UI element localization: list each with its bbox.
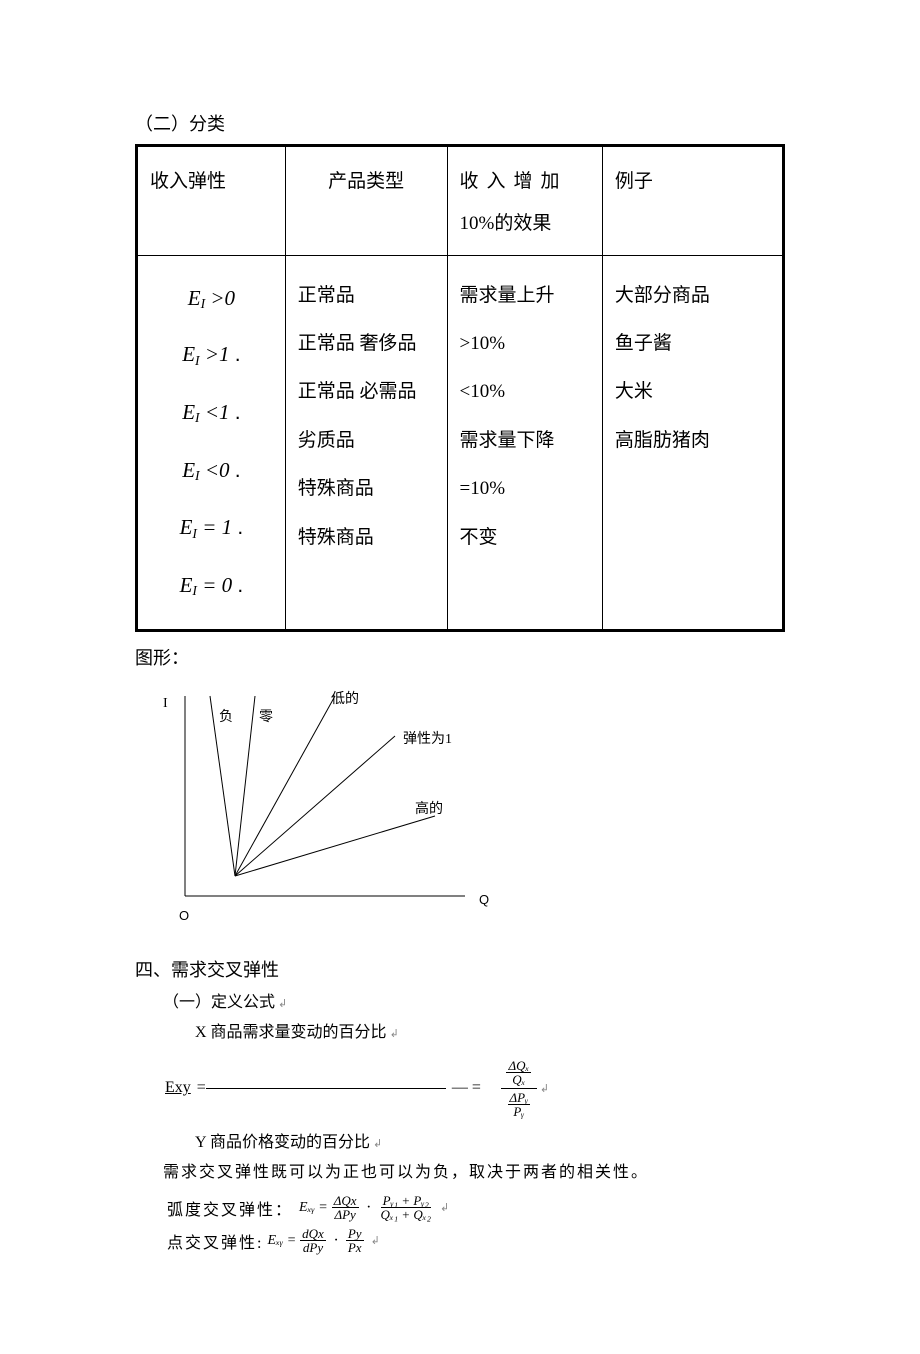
effect-row: >10%: [460, 320, 590, 368]
def-numerator: X 商品需求量变动的百分比↲: [195, 1018, 785, 1048]
formula-ei-gt1: EI >1 .: [182, 342, 240, 366]
bot-tinyfrac: ΔPᵧ Pᵧ: [508, 1091, 531, 1118]
formula-ei-lt1: EI <1 .: [182, 400, 240, 424]
graph-svg: [155, 676, 525, 936]
point-label: 点交叉弹性:: [167, 1229, 263, 1253]
top-tinyfrac: ΔQₓ Qₓ: [506, 1059, 531, 1086]
line-high: [235, 816, 435, 876]
arc-frac1: ΔQx ΔPy: [332, 1194, 359, 1221]
effect-row: 不变: [460, 514, 590, 562]
pt-f1-den: dPy: [301, 1241, 325, 1254]
arc-f1-num: ΔQx: [332, 1194, 359, 1208]
formula-ei-lt0: EI <0 .: [182, 458, 240, 482]
rhs-bot-den: Pᵧ: [511, 1105, 526, 1118]
exy-formula: Exy = — = ΔQₓ Qₓ ΔPᵧ Pᵧ ↲: [165, 1059, 785, 1118]
axis-x-label: Q: [479, 892, 489, 907]
exy-label: Exy: [165, 1079, 191, 1097]
pt-f1-num: dQx: [300, 1227, 326, 1241]
line-low: [235, 696, 335, 876]
type-cell: 正常品 正常品 奢侈品 正常品 必需品 劣质品 特殊商品 特殊商品: [285, 255, 447, 630]
pt-f2-num: Py: [346, 1227, 364, 1241]
table-header-row: 收入弹性 产品类型 收入增加 10%的效果 例子: [137, 146, 784, 256]
label-negative: 负: [219, 706, 233, 726]
elasticity-table: 收入弹性 产品类型 收入增加 10%的效果 例子 EI >0 EI >1 . E…: [135, 144, 785, 632]
th-effect-2: 10%的效果: [460, 213, 552, 234]
point-frac1: dQx dPy: [300, 1227, 326, 1254]
arc-f2-num: Pᵧ₁ + Pᵧ₂: [381, 1194, 431, 1208]
effect-row: 需求量上升: [460, 272, 590, 320]
example-row: 高脂肪猪肉: [615, 417, 770, 465]
type-row: 劣质品: [298, 417, 435, 465]
th-effect: 收入增加 10%的效果: [447, 146, 602, 256]
formula-ei-gt0: EI >0: [188, 286, 235, 310]
type-row: 特殊商品: [298, 465, 435, 513]
section-title: （二）分类: [135, 110, 785, 136]
arc-formula: 弧度交叉弹性： Eₓᵧ = ΔQx ΔPy · Pᵧ₁ + Pᵧ₂ Qₓ₁ + …: [167, 1194, 785, 1221]
point-formula: 点交叉弹性: Eₓᵧ = dQx dPy · Py Px ↲: [167, 1227, 785, 1254]
graph-container: I O Q 负 零 低的 弹性为1 高的: [155, 676, 525, 936]
dot-icon: ·: [334, 1232, 338, 1250]
fraction-line: [206, 1088, 446, 1089]
example-row: 大米: [615, 368, 770, 416]
def-num-text: X 商品需求量变动的百分比: [195, 1024, 387, 1041]
definition-title: （一）定义公式↲: [163, 988, 785, 1018]
pt-f2-den: Px: [346, 1241, 364, 1254]
example-row: 大部分商品: [615, 272, 770, 320]
rhs-top-num: ΔQₓ: [506, 1059, 531, 1073]
def-den-text: Y 商品价格变动的百分比: [195, 1134, 370, 1151]
return-icon: ↲: [371, 1234, 382, 1247]
effect-row: <10%: [460, 368, 590, 416]
type-row: 正常品 奢侈品: [298, 320, 435, 368]
return-icon: ↲: [390, 1028, 399, 1040]
arc-label: 弧度交叉弹性：: [167, 1196, 293, 1220]
label-high: 高的: [415, 798, 443, 818]
th-example: 例子: [602, 146, 783, 256]
body-explanation: 需求交叉弹性既可以为正也可以为负，取决于两者的相关性。: [163, 1158, 785, 1188]
def-denominator: Y 商品价格变动的百分比↲: [195, 1128, 785, 1158]
point-frac2: Py Px: [346, 1227, 364, 1254]
arc-frac2: Pᵧ₁ + Pᵧ₂ Qₓ₁ + Qₓ₂: [379, 1194, 433, 1221]
rhs-fraction: ΔQₓ Qₓ ΔPᵧ Pᵧ: [501, 1059, 537, 1118]
return-icon: ↲: [540, 1082, 549, 1095]
line-unit: [235, 736, 395, 876]
rhs-top-den: Qₓ: [510, 1073, 527, 1086]
formula-ei-eq0: EI = 0 .: [180, 573, 244, 597]
return-icon: ↲: [440, 1201, 451, 1214]
formula-ei-eq1: EI = 1 .: [180, 515, 244, 539]
return-icon: ↲: [278, 998, 287, 1010]
section2-title: 四、需求交叉弹性: [135, 956, 785, 982]
type-row: 正常品 必需品: [298, 368, 435, 416]
th-elasticity: 收入弹性: [137, 146, 286, 256]
type-row: 特殊商品: [298, 514, 435, 562]
example-cell: 大部分商品 鱼子酱 大米 高脂肪猪肉: [602, 255, 783, 630]
axis-y-label: I: [163, 696, 168, 712]
th-effect-1: 收入增加: [460, 171, 568, 192]
label-low: 低的: [331, 688, 359, 708]
def-title-text: （一）定义公式: [163, 994, 275, 1011]
type-row: 正常品: [298, 272, 435, 320]
label-unit: 弹性为1: [403, 728, 452, 748]
th-type: 产品类型: [285, 146, 447, 256]
effect-row: =10%: [460, 465, 590, 513]
return-icon: ↲: [373, 1138, 382, 1150]
arc-f1-den: ΔPy: [332, 1208, 357, 1221]
graph-label: 图形：: [135, 644, 785, 670]
table-data-row: EI >0 EI >1 . EI <1 . EI <0 . EI = 1 . E…: [137, 255, 784, 630]
effect-cell: 需求量上升 >10% <10% 需求量下降 =10% 不变: [447, 255, 602, 630]
origin-label: O: [179, 908, 189, 923]
example-row: 鱼子酱: [615, 320, 770, 368]
arc-lhs: Eₓᵧ =: [299, 1200, 328, 1216]
elasticity-cell: EI >0 EI >1 . EI <1 . EI <0 . EI = 1 . E…: [137, 255, 286, 630]
dot-icon: ·: [367, 1199, 371, 1217]
line-zero: [235, 696, 255, 876]
double-hyphen: — =: [452, 1079, 481, 1097]
rhs-midline: [501, 1088, 537, 1089]
point-lhs: Eₓᵧ =: [267, 1233, 296, 1249]
effect-row: 需求量下降: [460, 417, 590, 465]
rhs-bot-num: ΔPᵧ: [508, 1091, 531, 1105]
arc-f2-den: Qₓ₁ + Qₓ₂: [379, 1208, 433, 1221]
equals-icon: =: [197, 1079, 206, 1097]
label-zero: 零: [259, 706, 273, 726]
